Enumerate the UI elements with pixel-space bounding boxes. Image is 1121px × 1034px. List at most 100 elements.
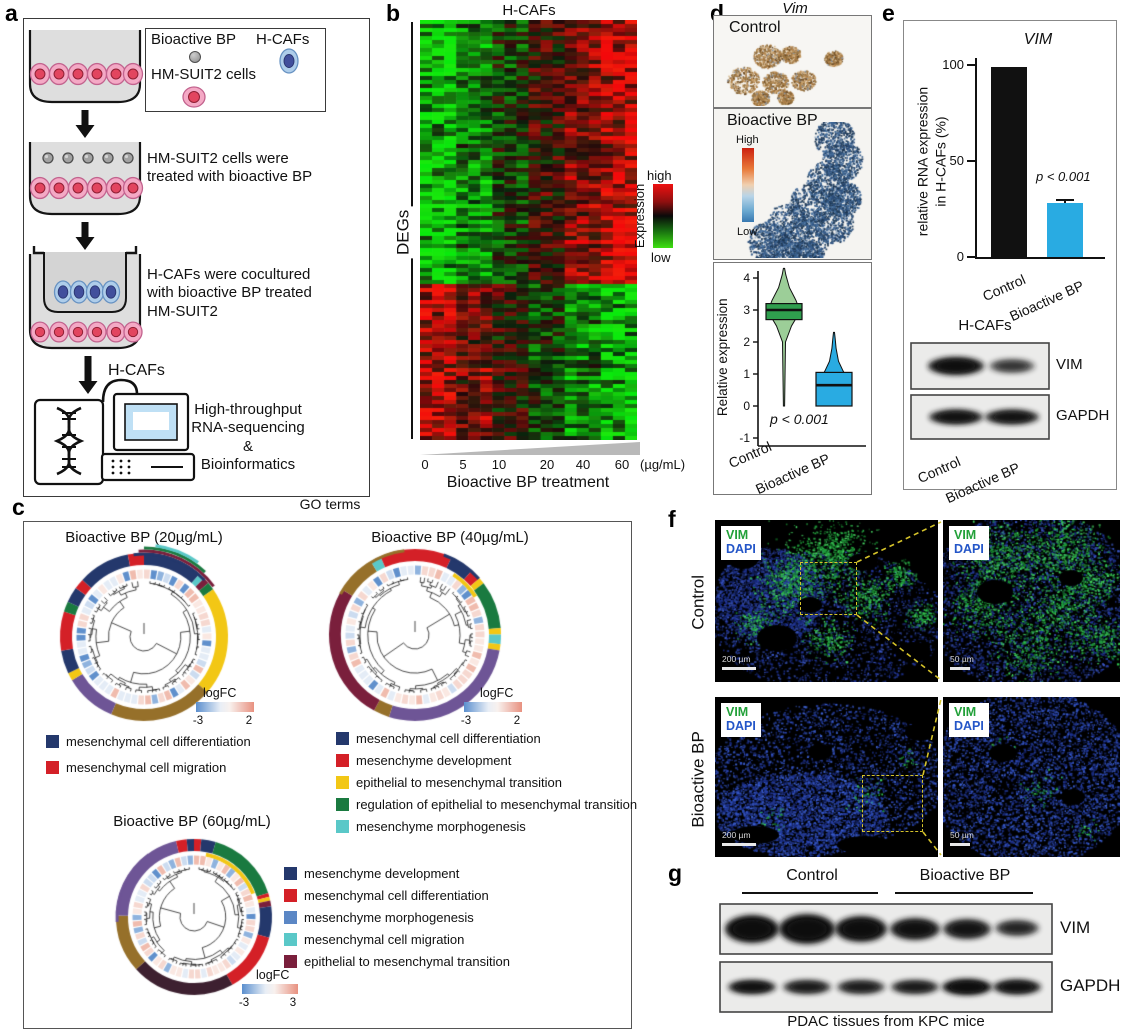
go20-logfc-label: logFC [203, 686, 237, 700]
vim-spatial-title: Vim [782, 0, 808, 17]
legend-label: epithelial to mesenchymal transition [304, 954, 510, 969]
legend-swatch [336, 798, 349, 811]
bar-y-axis [975, 58, 977, 257]
violin-p-value: p < 0.001 [770, 411, 829, 427]
go60-logfc-max: 3 [289, 997, 297, 1009]
go40-logfc-max: 2 [513, 715, 521, 727]
bar-tick-label: 50 [949, 153, 964, 168]
step2-text: HM-SUIT2 cells were treated with bioacti… [147, 150, 312, 187]
spatial-control-label: Control [729, 19, 781, 36]
step2-line1: HM-SUIT2 cells were [147, 150, 289, 167]
step4-line3: & [242, 437, 253, 455]
legend-label: mesenchymal cell differentiation [66, 734, 251, 749]
g-row-label-vim: VIM [1060, 918, 1091, 937]
x-tick-10: 10 [491, 457, 507, 472]
spatial-colorbar [742, 148, 754, 222]
stain-chip: VIM DAPI [721, 703, 761, 737]
go20-logfc-min: -3 [192, 715, 204, 727]
spatial-treated-image [716, 122, 870, 258]
legend-swatch [336, 732, 349, 745]
step4-line4: Bioinformatics [200, 455, 296, 473]
spatial-colorbar-high: High [736, 134, 759, 146]
legend-swatch [336, 820, 349, 833]
dapi-stain-label: DAPI [726, 719, 756, 734]
step4-line2: RNA-sequencing [191, 419, 305, 437]
bar-tick [967, 160, 975, 162]
step4-line1: High-throughput [194, 401, 302, 418]
x-tick-20: 20 [539, 457, 555, 472]
legend-swatch [46, 735, 59, 748]
colorbar-high-label: high [647, 168, 672, 183]
go20-legend-item: mesenchymal cell migration [46, 760, 226, 775]
bar-ylabel-line1: relative RNA expression [914, 86, 931, 237]
western-blot-vim-hcafs [910, 342, 1050, 390]
legend-label: mesenchymal cell differentiation [356, 731, 541, 746]
go40-legend-item: epithelial to mesenchymal transition [336, 775, 562, 790]
heatmap-title: H-CAFs [502, 2, 556, 19]
scale-bar [950, 843, 970, 846]
legend-h-cafs-label: H-CAFs [256, 31, 310, 48]
legend-label: mesenchyme morphogenesis [356, 819, 526, 834]
go40-logfc-min: -3 [460, 715, 472, 727]
panel-a-label: a [5, 0, 18, 26]
dose-wedge-icon [420, 442, 640, 455]
blot-header: H-CAFs [958, 317, 1012, 334]
violin-plot: 4 3 2 1 0 -1 [739, 267, 866, 447]
panel-f-label: f [668, 506, 676, 532]
legend-swatch [284, 955, 297, 968]
svg-text:0: 0 [743, 399, 750, 413]
violin-ylabel: Relative expression [714, 298, 730, 417]
g-group-treated: Bioactive BP [919, 867, 1011, 884]
colorbar-axis-label: Expression [632, 183, 648, 249]
legend-bioactive-bp-label: Bioactive BP [151, 31, 237, 48]
step3-text: H-CAFs were cocultured with bioactive BP… [147, 266, 312, 321]
go60-legend-item: epithelial to mesenchymal transition [284, 954, 510, 969]
x-unit-label: (µg/mL) [640, 457, 686, 472]
stain-chip: VIM DAPI [949, 703, 989, 737]
panel-e-label: e [882, 0, 895, 26]
if-row-label-control: Control [688, 574, 708, 630]
step3-line1: H-CAFs were cocultured [147, 266, 311, 283]
go40-legend-item: mesenchyme development [336, 753, 511, 768]
x-tick-0: 0 [421, 457, 429, 472]
western-blot-gapdh-hcafs [910, 394, 1050, 440]
g-row-label-gapdh: GAPDH [1060, 976, 1121, 995]
go20-logfc-max: 2 [245, 715, 253, 727]
dapi-stain-label: DAPI [954, 542, 984, 557]
legend-swatch [284, 889, 297, 902]
panel-c-label: c [12, 494, 25, 520]
colorbar-low-label: low [651, 250, 671, 265]
g-caption: PDAC tissues from KPC mice [787, 1013, 985, 1030]
legend-swatch [336, 754, 349, 767]
bar-tick-label: 100 [942, 57, 964, 72]
stain-chip: VIM DAPI [721, 526, 761, 560]
blot-row-label-vim: VIM [1056, 356, 1083, 373]
blot-row-label-gapdh: GAPDH [1056, 407, 1110, 424]
panel-g-label: g [668, 860, 683, 886]
vim-stain-label: VIM [954, 705, 977, 719]
svg-text:1: 1 [743, 367, 750, 381]
legend-swatch [284, 933, 297, 946]
heatmap-x-title: Bioactive BP treatment [446, 474, 610, 491]
legend-hm-suit2-label: HM-SUIT2 cells [151, 66, 257, 83]
scale-bar-label: 50 µm [950, 830, 974, 840]
step2-line2: treated with bioactive BP [147, 168, 313, 186]
legend-label: mesenchyme development [356, 753, 512, 768]
spatial-colorbar-low: Low [737, 226, 758, 238]
go20-logfc-colorbar [196, 702, 254, 712]
h-caf-cell-icon [279, 48, 299, 74]
go40-legend-item: mesenchymal cell differentiation [336, 731, 541, 746]
if-row-label-treated: Bioactive BP [688, 731, 708, 828]
panel-b-label: b [386, 0, 401, 26]
legend-label: mesenchymal cell migration [304, 932, 465, 947]
vim-stain-label: VIM [954, 528, 977, 542]
zoom-region-rect-control [800, 562, 857, 615]
bar-x-axis [975, 257, 1105, 259]
legend-swatch [284, 911, 297, 924]
bar-chart-title: VIM [1023, 31, 1053, 48]
go60-logfc-label: logFC [256, 968, 290, 982]
go60-logfc-colorbar [242, 984, 298, 994]
scale-bar [950, 667, 970, 670]
legend-label: epithelial to mesenchymal transition [356, 775, 562, 790]
